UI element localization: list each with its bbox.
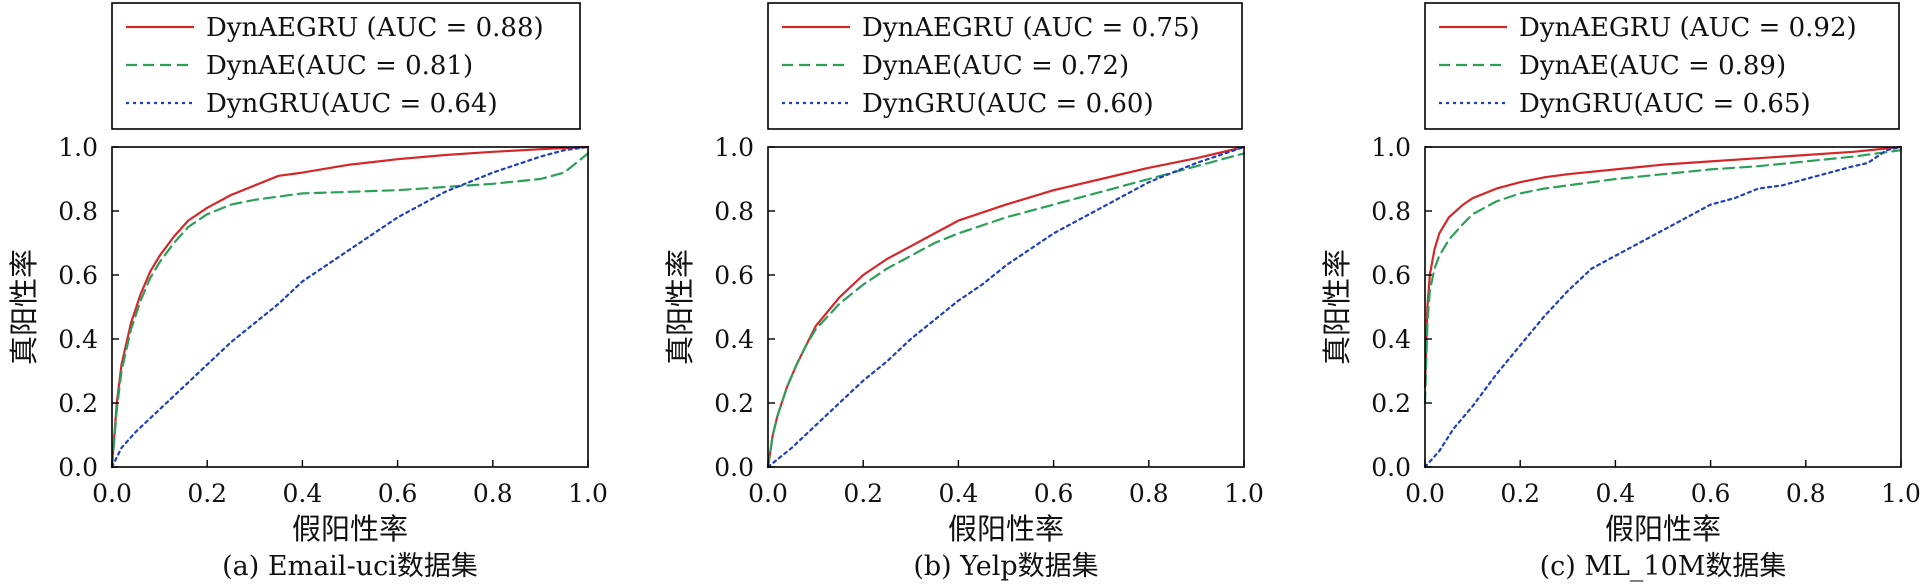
y-tick-label: 0.2 [1371,389,1411,418]
plot-frame [767,146,1245,468]
legend-entry-2: DynAE(AUC = 0.89) [1519,51,1786,81]
y-tick-label: 0.0 [58,453,98,482]
chart-panel-3: 0.0 0.2 0.4 0.6 0.8 1.0 0.0 0.2 0.4 0.6 0.8 1.0 假阳性率… [1320,2,1921,582]
y-axis-title: 真阳性率 [7,249,41,365]
series-line-1 [1423,145,1903,389]
x-tick-label: 0.6 [1034,479,1074,508]
y-tick-label: 0.0 [1371,453,1411,482]
x-tick-label: 0.4 [939,479,979,508]
panel-caption: (c) ML_10M数据集 [1540,551,1787,582]
y-tick-label: 0.4 [714,325,754,354]
x-tick-label: 0.0 [1405,479,1445,508]
x-tick-label: 0.4 [1596,479,1636,508]
series-line-2 [766,152,1246,469]
legend-entry-3: DynGRU(AUC = 0.64) [206,89,498,119]
x-tick-label: 1.0 [568,479,608,508]
x-tick-label: 0.8 [1129,479,1169,508]
y-tick-label: 0.8 [58,197,98,226]
series-line-1 [766,145,1246,469]
y-tick-label: 0.6 [1371,261,1411,290]
y-tick-label: 1.0 [1371,133,1411,162]
legend: DynAEGRU (AUC = 0.92) DynAE(AUC = 0.89) Dy… [1424,2,1900,130]
y-axis-title: 真阳性率 [1320,249,1354,365]
y-tick-label: 0.8 [714,197,754,226]
legend-entry-1: DynAEGRU (AUC = 0.75) [862,13,1200,43]
x-tick-label: 1.0 [1881,479,1921,508]
legend-box [1424,2,1900,130]
legend: DynAEGRU (AUC = 0.75) DynAE(AUC = 0.72) Dy… [767,2,1243,130]
series-line-3 [110,145,590,469]
x-tick-label: 0.2 [1500,479,1540,508]
x-axis-title: 假阳性率 [948,512,1064,546]
x-tick-label: 0.4 [283,479,323,508]
chart-panel-1: 0.0 0.2 0.4 0.6 0.8 1.0 0.0 0.2 0.4 0.6 0.8 1.0 假阳性率… [7,2,608,582]
y-tick-label: 0.0 [714,453,754,482]
legend-entry-1: DynAEGRU (AUC = 0.92) [1519,13,1857,43]
series-line-3 [766,145,1246,469]
x-tick-label: 0.0 [92,479,132,508]
legend-box [111,2,581,130]
panel-caption: (b) Yelp数据集 [913,551,1098,582]
plot-frame [1424,146,1902,468]
series-line-3 [1423,145,1903,469]
y-tick-label: 0.6 [58,261,98,290]
series-line-1 [110,145,590,469]
x-axis-title: 假阳性率 [292,512,408,546]
y-tick-label: 0.4 [58,325,98,354]
legend-entry-3: DynGRU(AUC = 0.60) [862,89,1154,119]
y-tick-label: 0.2 [58,389,98,418]
series-line-2 [1423,149,1903,405]
y-tick-label: 1.0 [58,133,98,162]
legend-entry-3: DynGRU(AUC = 0.65) [1519,89,1811,119]
x-axis-title: 假阳性率 [1605,512,1721,546]
legend-entry-2: DynAE(AUC = 0.72) [862,51,1129,81]
panel-caption: (a) Email-uci数据集 [222,551,478,582]
chart-panel-2: 0.0 0.2 0.4 0.6 0.8 1.0 0.0 0.2 0.4 0.6 0.8 1.0 假阳性率… [663,2,1264,582]
x-tick-label: 0.2 [187,479,227,508]
x-tick-label: 1.0 [1224,479,1264,508]
legend-box [767,2,1243,130]
y-tick-label: 0.2 [714,389,754,418]
y-tick-label: 0.6 [714,261,754,290]
plot-frame [111,146,589,468]
legend-entry-1: DynAEGRU (AUC = 0.88) [206,13,544,43]
x-tick-label: 0.0 [748,479,788,508]
y-axis-title: 真阳性率 [663,249,697,365]
x-tick-label: 0.6 [1691,479,1731,508]
y-tick-label: 1.0 [714,133,754,162]
legend-entry-2: DynAE(AUC = 0.81) [206,51,473,81]
series-line-2 [110,152,590,469]
x-tick-label: 0.8 [473,479,513,508]
x-tick-label: 0.2 [843,479,883,508]
x-tick-label: 0.6 [378,479,418,508]
legend: DynAEGRU (AUC = 0.88) DynAE(AUC = 0.81) Dy… [111,2,581,130]
x-tick-label: 0.8 [1786,479,1826,508]
y-tick-label: 0.8 [1371,197,1411,226]
y-tick-label: 0.4 [1371,325,1411,354]
